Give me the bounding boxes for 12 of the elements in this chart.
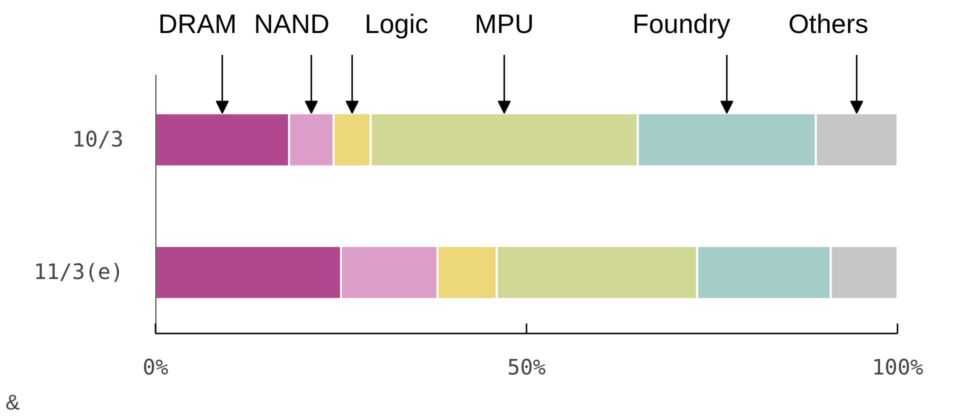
x-tick-label: 50% bbox=[507, 356, 546, 380]
text: & bbox=[6, 390, 20, 414]
text: NAND bbox=[254, 8, 330, 39]
x-tick-label: 0% bbox=[142, 356, 168, 380]
text: MPU bbox=[474, 8, 534, 39]
text: Others bbox=[788, 8, 868, 39]
text: Foundry bbox=[632, 8, 731, 39]
y-tick-label: 10/3 bbox=[72, 127, 124, 152]
text: DRAM bbox=[158, 8, 237, 39]
x-tick-label: 100% bbox=[872, 356, 924, 380]
text: Logic bbox=[364, 8, 428, 39]
y-tick-label: 11/3(e) bbox=[34, 260, 124, 285]
